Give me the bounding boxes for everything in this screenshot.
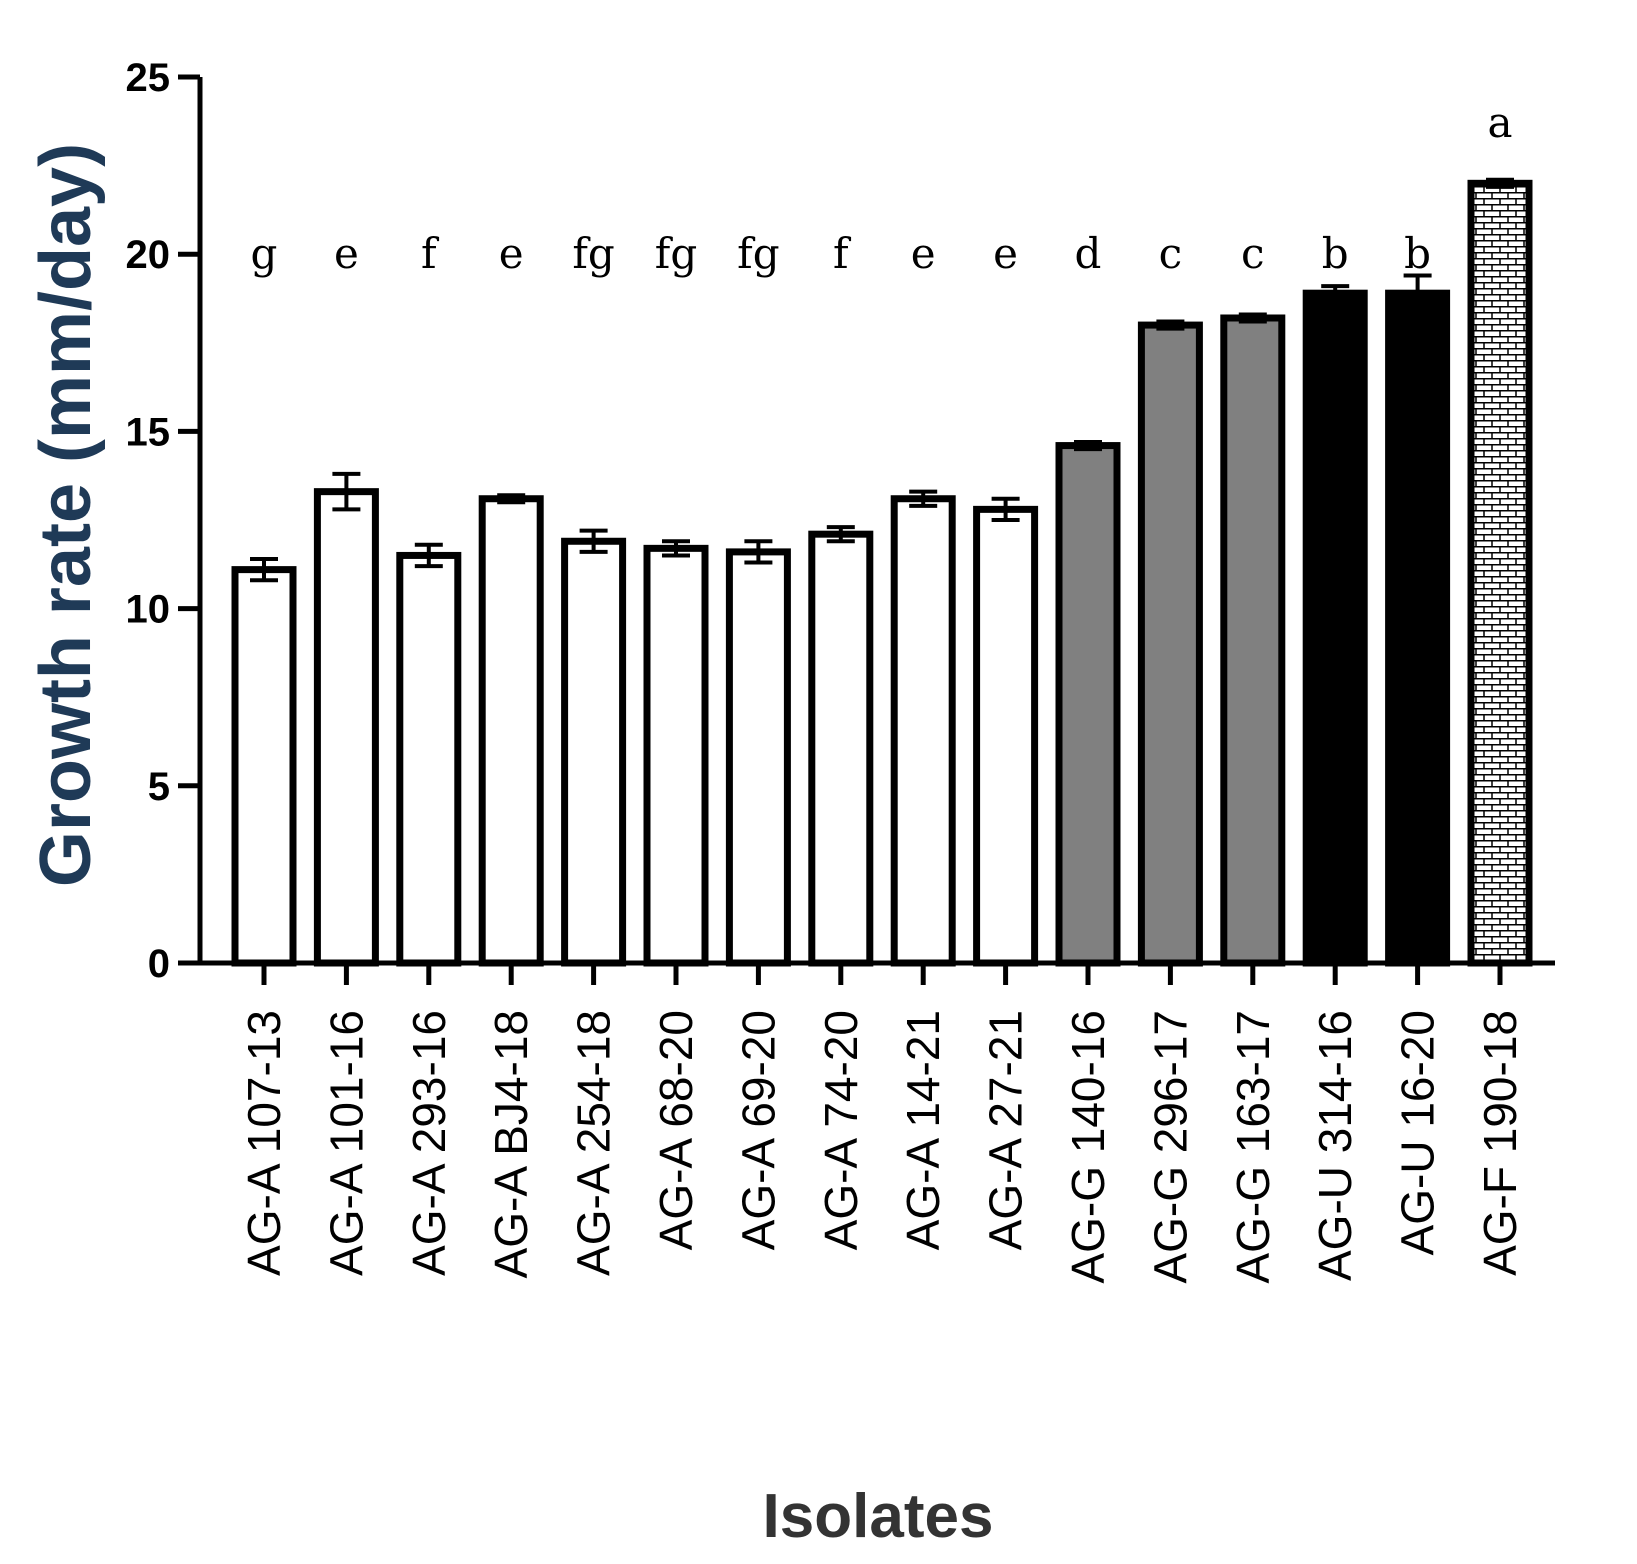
x-tick-label: AG-G 163-17 <box>1227 1010 1279 1284</box>
bar <box>890 495 956 967</box>
x-tick-label: AG-A 27-21 <box>980 1010 1032 1250</box>
y-tick-label: 15 <box>126 410 171 454</box>
x-tick-label: AG-A 74-20 <box>815 1010 867 1250</box>
significance-label: d <box>1075 229 1102 278</box>
significance-label: g <box>251 229 278 278</box>
y-tick-label: 0 <box>148 942 170 986</box>
y-tick-label: 10 <box>126 588 171 632</box>
significance-label: e <box>993 229 1018 278</box>
significance-label: a <box>1487 98 1512 147</box>
significance-label: e <box>499 229 524 278</box>
x-axis-title: Isolates <box>763 1482 994 1551</box>
significance-label: e <box>334 229 359 278</box>
x-tick-label: AG-A 69-20 <box>732 1010 784 1250</box>
significance-label: b <box>1322 229 1349 278</box>
bar <box>561 537 627 967</box>
significance-label: c <box>1241 229 1265 278</box>
bar <box>478 495 544 967</box>
y-tick-label: 5 <box>148 765 170 809</box>
plot-area: 0 5 10 15 20 25 AG-A 107-13 g AG-A 101-16 e AG-A 2… <box>126 56 1555 1284</box>
x-tick-label: AG-F 190-18 <box>1474 1010 1526 1276</box>
bar <box>643 544 709 967</box>
bar <box>1055 442 1121 967</box>
significance-label: c <box>1159 229 1183 278</box>
x-tick-label: AG-A 68-20 <box>650 1010 702 1250</box>
bar <box>808 530 874 967</box>
x-tick-label: AG-A 254-18 <box>568 1010 620 1276</box>
x-tick-label: AG-A 14-21 <box>897 1010 949 1250</box>
significance-label: f <box>833 229 852 278</box>
x-tick-label: AG-A 293-16 <box>403 1010 455 1276</box>
bar <box>231 566 297 967</box>
bar <box>1467 179 1533 967</box>
significance-label: b <box>1404 229 1431 278</box>
significance-label: f <box>421 229 440 278</box>
x-tick-label: AG-G 140-16 <box>1062 1010 1114 1284</box>
significance-label: fg <box>572 229 614 278</box>
x-tick-label: AG-U 314-16 <box>1309 1010 1361 1281</box>
x-tick-label: AG-G 296-17 <box>1144 1010 1196 1284</box>
y-axis-title: Growth rate (mm/day) <box>26 143 106 887</box>
bar <box>396 551 462 967</box>
bar <box>1220 314 1286 967</box>
x-tick-label: AG-U 16-20 <box>1392 1010 1444 1255</box>
significance-label: e <box>911 229 936 278</box>
bar <box>1302 289 1368 967</box>
bar <box>1137 321 1203 967</box>
y-tick-label: 20 <box>126 233 171 277</box>
x-tick-label: AG-A 101-16 <box>320 1010 372 1276</box>
significance-label: fg <box>655 229 697 278</box>
bar <box>1385 289 1451 967</box>
y-tick-label: 25 <box>126 56 171 100</box>
significance-label: fg <box>737 229 779 278</box>
bar <box>725 548 791 967</box>
x-tick-label: AG-A 107-13 <box>238 1010 290 1276</box>
x-tick-label: AG-A BJ4-18 <box>485 1010 537 1278</box>
bar <box>313 488 379 967</box>
bar <box>973 505 1039 967</box>
